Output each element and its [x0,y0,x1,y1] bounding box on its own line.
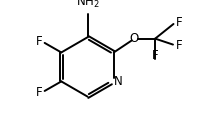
Text: F: F [152,49,159,62]
Text: F: F [35,35,42,48]
Text: F: F [176,39,182,52]
Text: O: O [130,32,139,45]
Text: F: F [176,16,182,29]
Text: NH$_2$: NH$_2$ [76,0,99,10]
Text: F: F [35,86,42,99]
Text: N: N [114,75,123,88]
